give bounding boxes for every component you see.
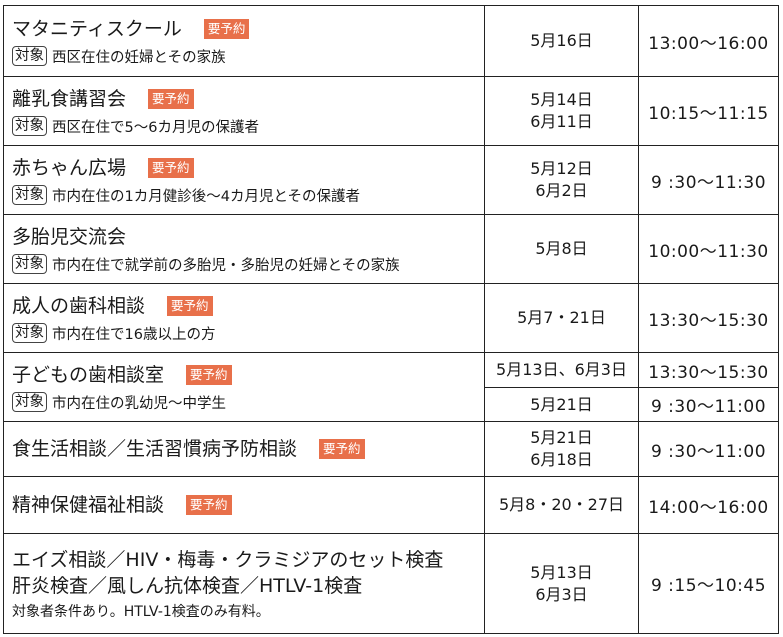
target-row: 対象 市内在住で16歳以上の方 [12,323,484,344]
table-row: 精神保健福祉相談 要予約 5月8・20・27日 14:00〜16:00 [3,476,779,534]
time-cell: 13:30〜15:30 [638,352,779,388]
date-cell: 5月12日 6月2日 [484,145,639,215]
date: 5月21日 [530,394,593,414]
date: 5月14日 [530,90,593,109]
event-title: 精神保健福祉相談 [12,494,165,516]
date: 5月8・20・27日 [498,495,625,514]
date-cell: 5月21日 [484,387,639,422]
event-title-row: 子どもの歯相談室 要予約 [12,362,484,388]
reservation-required-badge: 要予約 [148,88,194,109]
date: 5月7・21日 [517,308,606,327]
target-text: 市内在住の1カ月健診後〜4カ月児とその保護者 [52,188,361,205]
target-row: 対象 市内在住の乳幼児〜中学生 [12,392,484,413]
event-title: 食生活相談／生活習慣病予防相談 [12,438,298,460]
table-row: 5月21日 9 :30〜11:00 [4,387,779,422]
time-cell: 9 :30〜11:00 [638,421,779,477]
date-cell: 5月8・20・27日 [484,476,639,534]
table-row: 成人の歯科相談 要予約対象 市内在住で16歳以上の方 5月7・21日 13:30〜15:… [3,283,779,353]
event-title-row: 多胎児交流会 [12,224,484,250]
reservation-required-badge: 要予約 [203,18,250,39]
date-cell: 5月8日 [484,214,639,284]
event-title: 離乳食講習会 [12,87,127,110]
target-row: 対象 市内在住で就学前の多胎児・多胎児の妊婦とその家族 [12,254,484,275]
date: 5月21日 [530,428,593,447]
date-cell: 5月13日 6月3日 [484,533,639,634]
event-title-row: 精神保健福祉相談 要予約 [12,492,484,518]
event-cell: 精神保健福祉相談 要予約 [3,476,485,534]
target-text: 西区在住の妊婦とその家族 [52,49,226,66]
date-cell: 5月14日 6月11日 [484,76,639,146]
event-title-row: 赤ちゃん広場 要予約 [12,155,484,181]
table-row: 赤ちゃん広場 要予約対象 市内在住の1カ月健診後〜4カ月児とその保護者 5月12日 6月… [3,145,779,215]
event-title: 子どもの歯相談室 [12,363,165,386]
date: 6月11日 [530,112,593,131]
reservation-required-badge: 要予約 [186,495,232,515]
target-text: 市内在住で就学前の多胎児・多胎児の妊婦とその家族 [52,257,400,274]
event-title-row: 離乳食講習会 要予約 [12,86,484,112]
time-cell: 10:00〜11:30 [638,214,779,284]
reservation-required-badge: 要予約 [148,157,194,178]
schedule-table: マタニティスクール 要予約 対象 西区在住の妊婦とその家族 5月16日 13:00〜16:… [3,5,779,634]
table-row: 子どもの歯相談室 要予約対象 市内在住の乳幼児〜中学生 5月13日、6月3日 13:30… [3,352,779,422]
date: 5月8日 [535,239,588,258]
time-cell: 14:00〜16:00 [638,476,779,534]
event-title: 多胎児交流会 [12,225,127,248]
date-cell: 5月21日 6月18日 [484,421,639,477]
target-text: 西区在住で5〜6カ月児の保護者 [52,119,259,136]
reservation-required-badge: 要予約 [319,439,365,459]
event-cell: 多胎児交流会 対象 市内在住で就学前の多胎児・多胎児の妊婦とその家族 [3,214,485,284]
event-title-row: マタニティスクール 要予約 [12,16,484,42]
target-row: 対象 市内在住の1カ月健診後〜4カ月児とその保護者 [12,185,484,206]
date-cell: 5月16日 [484,5,639,77]
time-cell: 13:00〜16:00 [638,5,779,77]
date: 6月3日 [535,584,588,604]
event-title: 成人の歯科相談 [12,294,146,317]
table-row: 食生活相談／生活習慣病予防相談 要予約 5月21日 6月18日 9 :30〜11:00 [3,421,779,477]
target-text: 市内在住で16歳以上の方 [52,326,216,343]
event-cell: 離乳食講習会 要予約対象 西区在住で5〜6カ月児の保護者 [3,76,485,146]
date: 6月2日 [535,181,588,200]
event-cell: 成人の歯科相談 要予約対象 市内在住で16歳以上の方 [3,283,485,353]
date-cell: 5月7・21日 [484,283,639,353]
date: 5月13日、6月3日 [496,360,627,379]
target-tag: 対象 [12,46,47,66]
time-cell: 9 :15〜10:45 [638,533,779,634]
date: 5月12日 [530,159,593,178]
time-cell: 13:30〜15:30 [638,283,779,353]
event-cell: 赤ちゃん広場 要予約対象 市内在住の1カ月健診後〜4カ月児とその保護者 [3,145,485,215]
time-cell: 10:15〜11:15 [638,76,779,146]
event-note: 対象者条件あり。HTLV-1検査のみ有料。 [12,603,270,620]
table-row: 離乳食講習会 要予約対象 西区在住で5〜6カ月児の保護者 5月14日 6月11日 10:1… [3,76,779,146]
time-cell: 9 :30〜11:30 [638,145,779,215]
target-tag: 対象 [12,323,47,343]
target-row: 対象 西区在住で5〜6カ月児の保護者 [12,116,484,137]
event-cell: マタニティスクール 要予約対象 西区在住の妊婦とその家族 [3,5,485,77]
target-row: 対象 西区在住の妊婦とその家族 [12,46,484,67]
date: 5月16日 [530,31,593,50]
event-title: 肝炎検査／風しん抗体検査／HTLV-1検査 [12,574,363,597]
target-text: 市内在住の乳幼児〜中学生 [52,395,226,412]
table-row: マタニティスクール 要予約対象 西区在住の妊婦とその家族 5月16日 13:00〜16:… [3,5,779,77]
target-tag: 対象 [12,116,47,136]
event-title-row: 食生活相談／生活習慣病予防相談 要予約 [12,436,484,462]
date: 5月13日 [530,562,593,582]
event-title-row: 成人の歯科相談 要予約 [12,293,484,319]
target-tag: 対象 [12,185,47,205]
date: 6月18日 [530,450,593,469]
reservation-required-badge: 要予約 [167,295,213,316]
date-cell: 5月13日、6月3日 [484,352,639,388]
event-title: エイズ相談／HIV・梅毒・クラミジアのセット検査 [12,548,444,571]
event-cell: 子どもの歯相談室 要予約対象 市内在住の乳幼児〜中学生 [3,352,485,422]
event-title: 赤ちゃん広場 [12,156,127,179]
time-cell: 9 :30〜11:00 [638,387,779,422]
table-row: エイズ相談／HIV・梅毒・クラミジアのセット検査 肝炎検査／風しん抗体検査／HTL… [3,533,779,634]
target-tag: 対象 [12,254,47,274]
table-row: 多胎児交流会 対象 市内在住で就学前の多胎児・多胎児の妊婦とその家族 5月8日 10:0… [3,214,779,284]
event-title: マタニティスクール [12,17,182,40]
event-cell: 食生活相談／生活習慣病予防相談 要予約 [3,421,485,477]
reservation-required-badge: 要予約 [186,364,232,385]
target-tag: 対象 [12,392,47,412]
event-cell: エイズ相談／HIV・梅毒・クラミジアのセット検査 肝炎検査／風しん抗体検査／HTL… [3,533,485,634]
